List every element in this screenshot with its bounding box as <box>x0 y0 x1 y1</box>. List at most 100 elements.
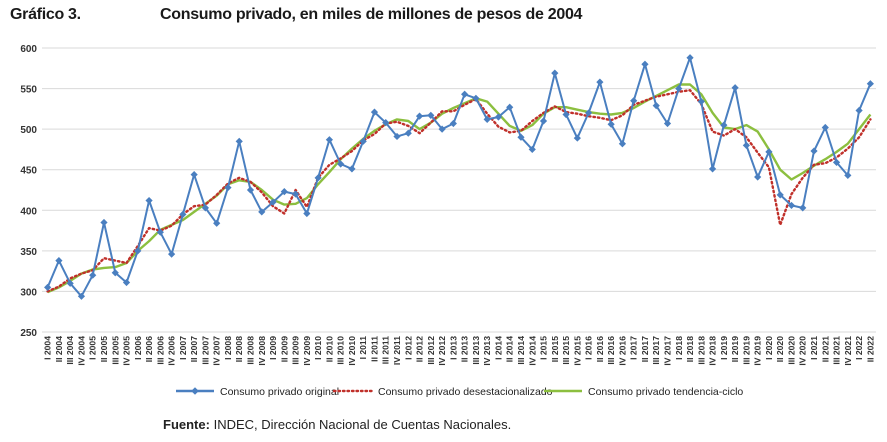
data-point <box>314 174 322 182</box>
x-tick-label: III 2006 <box>155 336 165 365</box>
data-point <box>720 121 728 129</box>
data-point <box>866 80 874 88</box>
x-tick-label: II 2013 <box>460 336 470 363</box>
series-line <box>46 88 872 293</box>
series-line <box>47 83 872 294</box>
data-point <box>821 123 829 132</box>
data-point <box>179 210 187 218</box>
x-tick-label: III 2011 <box>381 336 391 364</box>
legend-label: Consumo privado desestacionalizado <box>378 386 553 398</box>
data-point <box>573 134 581 142</box>
data-point <box>787 201 796 210</box>
x-tick-label: I 2015 <box>539 336 549 360</box>
source-text: INDEC, Dirección Nacional de Cuentas Nac… <box>213 417 512 432</box>
x-tick-label: II 2010 <box>324 336 334 363</box>
data-point <box>765 148 773 156</box>
x-tick-label: IV 2017 <box>663 336 673 366</box>
x-tick-label: IV 2009 <box>302 336 312 366</box>
y-tick-label: 250 <box>20 328 37 339</box>
data-point <box>438 125 446 133</box>
data-point <box>134 247 142 255</box>
data-point <box>461 90 469 98</box>
data-point <box>618 140 627 148</box>
data-point <box>66 279 74 287</box>
data-point <box>269 198 277 206</box>
x-tick-label: I 2020 <box>764 336 774 360</box>
data-point <box>145 196 153 205</box>
x-tick-label: III 2010 <box>336 336 346 365</box>
x-tick-label: IV 2014 <box>527 336 537 366</box>
x-tick-label: IV 2006 <box>167 336 177 366</box>
data-point <box>686 54 694 62</box>
x-tick-label: I 2014 <box>493 336 503 360</box>
data-point <box>832 158 841 167</box>
data-point <box>325 136 333 144</box>
x-tick-label: IV 2005 <box>122 336 132 366</box>
data-point <box>742 141 750 149</box>
data-point <box>472 94 480 102</box>
x-tick-label: IV 2007 <box>212 336 222 366</box>
x-tick-label: III 2017 <box>651 336 661 365</box>
data-point <box>855 106 863 115</box>
y-tick-label: 300 <box>20 287 37 298</box>
data-point <box>449 119 457 128</box>
x-tick-label: IV 2019 <box>753 336 763 366</box>
data-point <box>539 117 548 125</box>
x-tick-label: II 2021 <box>820 336 830 363</box>
x-tick-label: I 2011 <box>358 336 368 360</box>
x-tick-label: IV 2016 <box>617 336 627 366</box>
data-point <box>393 132 401 141</box>
data-point <box>483 115 491 124</box>
x-tick-label: II 2018 <box>685 336 695 363</box>
data-point <box>303 209 311 218</box>
data-point <box>607 120 615 128</box>
data-point <box>258 208 266 216</box>
x-tick-label: III 2015 <box>561 336 571 365</box>
source-note: Fuente: INDEC, Dirección Nacional de Cue… <box>163 417 511 432</box>
x-tick-label: II 2016 <box>595 336 605 363</box>
data-point <box>494 113 503 121</box>
x-tick-label: II 2004 <box>54 336 64 363</box>
data-point <box>776 191 784 199</box>
x-tick-label: IV 2018 <box>708 336 718 366</box>
x-tick-label: I 2019 <box>719 336 729 360</box>
data-point <box>528 145 536 154</box>
data-point <box>382 119 390 127</box>
figure-number: Gráfico 3. <box>10 6 81 23</box>
x-tick-label: IV 2015 <box>572 336 582 366</box>
data-point <box>517 133 525 141</box>
data-point <box>652 102 660 110</box>
x-tick-label: III 2005 <box>110 336 120 365</box>
data-point <box>235 137 243 145</box>
data-point <box>754 173 762 181</box>
x-tick-label: III 2019 <box>741 336 751 365</box>
data-point <box>100 218 108 227</box>
data-point <box>213 219 221 227</box>
data-point <box>89 271 97 279</box>
legend-label: Consumo privado tendencia-ciclo <box>588 386 743 398</box>
data-point <box>190 170 198 179</box>
data-point <box>708 165 717 173</box>
data-point <box>359 137 367 145</box>
data-point <box>370 108 379 116</box>
x-tick-label: III 2008 <box>246 336 256 365</box>
x-tick-label: I 2016 <box>584 336 594 360</box>
x-tick-label: II 2008 <box>234 336 244 363</box>
x-tick-label: IV 2013 <box>482 336 492 366</box>
data-point <box>168 250 176 258</box>
x-tick-label: I 2013 <box>448 336 458 360</box>
data-point <box>337 160 345 168</box>
y-tick-label: 550 <box>20 85 37 96</box>
x-tick-label: II 2014 <box>505 336 515 363</box>
x-tick-label: I 2006 <box>133 336 143 360</box>
x-tick-label: I 2010 <box>313 336 323 360</box>
x-tick-label: III 2020 <box>786 336 796 365</box>
data-point <box>585 109 593 117</box>
x-tick-label: III 2012 <box>426 336 436 365</box>
x-tick-label: I 2008 <box>223 336 233 360</box>
x-tick-label: II 2009 <box>279 336 289 363</box>
data-point <box>415 112 424 120</box>
data-point <box>156 228 164 236</box>
data-point <box>551 69 559 77</box>
